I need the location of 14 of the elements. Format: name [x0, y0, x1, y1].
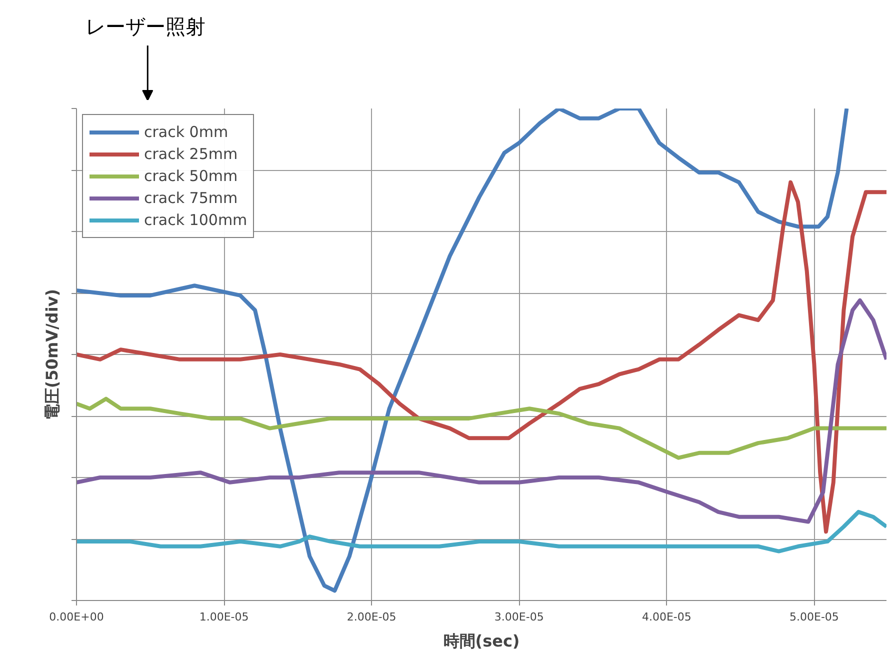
x-tick-label: 4.00E-05: [642, 610, 692, 624]
legend-label: crack 0mm: [144, 122, 228, 143]
x-tick-label: 5.00E-05: [790, 610, 839, 624]
x-tick-label: 1.00E-05: [199, 610, 249, 624]
x-tick-label: 2.00E-05: [346, 610, 396, 624]
x-tick-label: 0.00E+00: [49, 610, 104, 624]
legend-label: crack 50mm: [144, 166, 238, 187]
x-axis-title: 時間(sec): [443, 632, 520, 650]
text: レーザー照射: [86, 14, 206, 38]
y-axis-title: 電圧(50mV/div): [42, 288, 62, 420]
legend-label: crack 100mm: [144, 210, 248, 231]
x-tick-label: 3.00E-05: [494, 610, 544, 624]
legend-label: crack 75mm: [144, 188, 238, 209]
legend-label: crack 25mm: [144, 144, 238, 165]
